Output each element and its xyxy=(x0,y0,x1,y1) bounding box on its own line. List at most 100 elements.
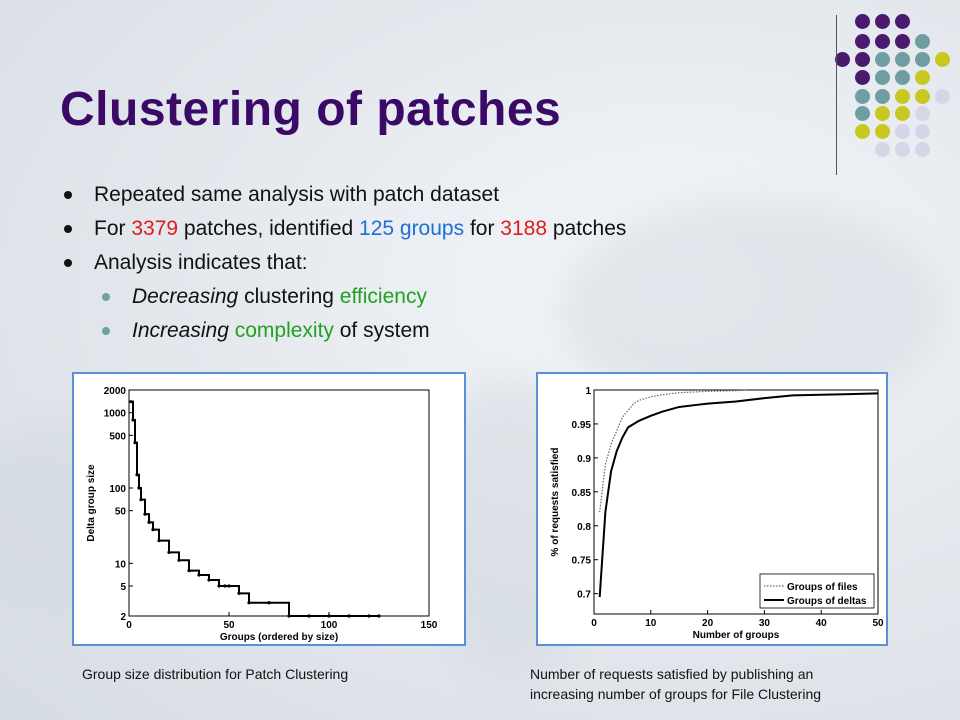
bullet-text: for xyxy=(464,217,501,240)
decorative-dot xyxy=(855,124,870,139)
sub-bullet-list: Decreasing clustering efficiency Increas… xyxy=(94,280,626,348)
caption-line: increasing number of groups for File Clu… xyxy=(530,686,822,702)
slide-title: Clustering of patches xyxy=(60,83,562,136)
decorative-dot xyxy=(875,14,890,29)
data-point xyxy=(139,498,143,502)
decorative-dot xyxy=(935,89,950,104)
x-tick-label: 0 xyxy=(126,620,132,631)
plot-area xyxy=(128,389,430,617)
bullet-text: Analysis indicates that: xyxy=(94,251,308,274)
data-point xyxy=(207,578,211,582)
bullet-text: Repeated same analysis with patch datase… xyxy=(94,183,500,206)
data-point xyxy=(177,558,181,562)
y-tick-label: 0.9 xyxy=(577,454,591,465)
requests-satisfied-chart-frame: 0 10 20 30 40 50 0.7 0.75 0.8 0.85 0.9 0.95 1 Groups … xyxy=(536,372,888,646)
decorative-dot xyxy=(875,34,890,49)
bullet-list: Repeated same analysis with patch datase… xyxy=(62,178,626,348)
bullet-text: For xyxy=(94,217,132,240)
decorative-dot xyxy=(895,70,910,85)
y-tick-label: 50 xyxy=(115,507,127,518)
data-point xyxy=(135,473,139,477)
bullet-item: Repeated same analysis with patch datase… xyxy=(62,178,626,212)
right-chart-caption: Number of requests satisfied by publishi… xyxy=(530,664,821,704)
y-tick-label: 1000 xyxy=(104,409,127,420)
x-tick-label: 50 xyxy=(223,620,235,631)
decorative-dot xyxy=(855,89,870,104)
group-size-chart-frame: 0 50 100 150 2 5 10 50 100 500 1000 2000 Groups (ord… xyxy=(72,372,466,646)
decorative-dot xyxy=(835,52,850,67)
decorative-dot xyxy=(895,106,910,121)
bullet-text: patches xyxy=(547,217,627,240)
data-point xyxy=(307,614,311,618)
y-tick-label: 0.85 xyxy=(572,488,592,499)
patch-count: 3379 xyxy=(131,217,179,240)
decorative-dot xyxy=(855,70,870,85)
y-tick-label: 0.95 xyxy=(572,420,592,431)
series-line xyxy=(598,392,879,598)
decorative-dot xyxy=(855,52,870,67)
x-tick-label: 20 xyxy=(702,618,714,629)
decorative-dot xyxy=(915,142,930,157)
bullet-text: of system xyxy=(333,319,430,342)
data-point xyxy=(129,400,133,404)
decorative-dot xyxy=(875,70,890,85)
bullet-item: Analysis indicates that: Decreasing clus… xyxy=(62,246,626,348)
decorative-dot xyxy=(915,106,930,121)
y-tick-label: 100 xyxy=(109,484,126,495)
data-point xyxy=(151,528,155,532)
data-point xyxy=(227,584,231,588)
data-point xyxy=(347,614,351,618)
decorative-dot xyxy=(855,106,870,121)
decorative-dot xyxy=(895,34,910,49)
x-tick-label: 0 xyxy=(591,618,597,629)
y-tick-label: 0.7 xyxy=(577,590,591,601)
decorative-dot xyxy=(915,52,930,67)
group-count: 125 groups xyxy=(359,217,465,240)
decorative-dot xyxy=(895,14,910,29)
data-point xyxy=(217,584,221,588)
data-point xyxy=(131,418,135,422)
legend-label: Groups of deltas xyxy=(787,596,867,607)
clustered-patch-count: 3188 xyxy=(500,217,548,240)
highlight-text: efficiency xyxy=(339,285,427,308)
y-tick-label: 5 xyxy=(120,582,126,593)
caption-line: Number of requests satisfied by publishi… xyxy=(530,666,814,682)
decorative-dot xyxy=(875,52,890,67)
y-tick-label: 500 xyxy=(109,431,126,442)
decorative-dot xyxy=(875,106,890,121)
emphasis-text: Increasing xyxy=(132,319,229,342)
decorative-dot xyxy=(855,14,870,29)
decorative-dot xyxy=(875,142,890,157)
decorative-dot xyxy=(915,89,930,104)
decorative-dot xyxy=(895,124,910,139)
x-axis-label: Groups (ordered by size) xyxy=(220,632,338,643)
decorative-dot xyxy=(915,70,930,85)
data-point xyxy=(187,569,191,573)
x-tick-label: 10 xyxy=(645,618,657,629)
data-point xyxy=(223,584,227,588)
data-point xyxy=(377,614,381,618)
y-tick-label: 0.8 xyxy=(577,522,591,533)
data-point xyxy=(197,573,201,577)
decorative-dot xyxy=(895,52,910,67)
sub-bullet-item: Decreasing clustering efficiency xyxy=(94,280,626,314)
decorative-divider xyxy=(836,15,837,175)
legend-box xyxy=(759,573,875,609)
data-point xyxy=(137,486,141,490)
decorative-dot xyxy=(915,34,930,49)
decorative-dot xyxy=(875,124,890,139)
decorative-dot xyxy=(855,34,870,49)
sub-bullet-item: Increasing complexity of system xyxy=(94,314,626,348)
bullet-item: For 3379 patches, identified 125 groups … xyxy=(62,212,626,246)
decorative-dot xyxy=(895,142,910,157)
legend-label: Groups of files xyxy=(787,582,858,593)
x-tick-label: 150 xyxy=(421,620,438,631)
data-point xyxy=(143,512,147,516)
decorative-dot xyxy=(935,52,950,67)
decorative-dot xyxy=(915,124,930,139)
y-tick-label: 2000 xyxy=(104,386,127,397)
x-tick-label: 40 xyxy=(816,618,828,629)
y-axis-label: % of requests satisfied xyxy=(550,448,561,557)
data-point xyxy=(287,614,291,618)
data-point xyxy=(147,520,151,524)
